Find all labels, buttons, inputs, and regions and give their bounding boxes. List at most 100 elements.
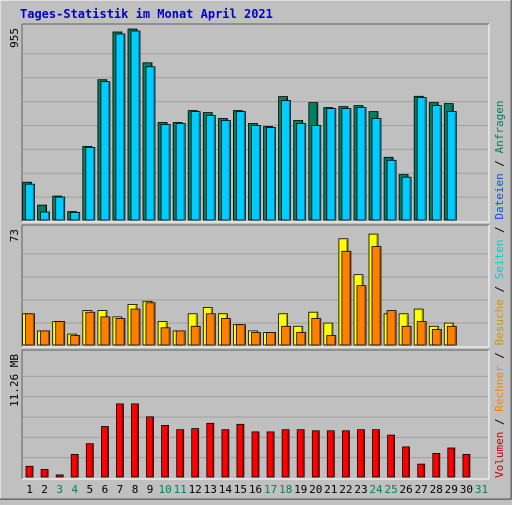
bar-volumen-day-12 bbox=[191, 428, 200, 478]
bar-volumen-day-6 bbox=[101, 426, 109, 478]
bar-dateien-day-13 bbox=[205, 115, 216, 221]
bar-volumen-day-15 bbox=[236, 423, 245, 478]
bar-volumen-day-26 bbox=[402, 446, 411, 478]
bar-volumen-day-18 bbox=[281, 429, 290, 478]
bar-volumen-day-7 bbox=[116, 403, 124, 478]
x-tick-label-6: 6 bbox=[102, 483, 109, 496]
bar-volumen-day-28 bbox=[432, 452, 441, 478]
bar-volumen-day-23 bbox=[357, 429, 365, 478]
panel-max-label: 955 bbox=[8, 28, 21, 48]
bar-dateien-day-25 bbox=[386, 159, 397, 221]
bar-besuche-day-27 bbox=[416, 321, 427, 346]
legend-separator: / bbox=[493, 412, 506, 432]
bar-dateien-day-27 bbox=[416, 97, 427, 221]
bar-volumen-day-27 bbox=[417, 463, 426, 478]
bar-besuche-day-28 bbox=[431, 328, 442, 346]
x-tick-label-26: 26 bbox=[399, 483, 412, 496]
bar-dateien-day-2 bbox=[40, 211, 50, 221]
bar-besuche-day-5 bbox=[85, 311, 96, 346]
x-tick-label-15: 15 bbox=[234, 483, 247, 496]
bar-volumen-day-9 bbox=[146, 416, 154, 478]
bar-besuche-day-23 bbox=[356, 285, 367, 346]
legend-item-volumen: Volumen bbox=[493, 432, 506, 478]
panel-max-label: 11.26 MB bbox=[8, 354, 21, 407]
bar-dateien-day-8 bbox=[130, 30, 141, 221]
bar-besuche-day-8 bbox=[130, 308, 141, 346]
bar-besuche-day-4 bbox=[70, 335, 81, 346]
x-tick-label-1: 1 bbox=[26, 483, 33, 496]
x-tick-label-11: 11 bbox=[174, 483, 187, 496]
x-tick-label-23: 23 bbox=[354, 483, 367, 496]
bar-volumen-day-24 bbox=[372, 429, 380, 478]
bar-besuche-day-18 bbox=[281, 325, 292, 346]
bar-dateien-day-19 bbox=[296, 123, 307, 221]
bar-dateien-day-1 bbox=[25, 183, 35, 221]
bar-besuche-day-29 bbox=[446, 325, 457, 346]
x-tick-label-5: 5 bbox=[86, 483, 93, 496]
bar-dateien-day-16 bbox=[251, 125, 261, 221]
bar-volumen-day-22 bbox=[341, 430, 350, 478]
bar-dateien-day-18 bbox=[281, 100, 292, 221]
x-tick-label-18: 18 bbox=[279, 483, 292, 496]
bar-volumen-day-1 bbox=[25, 465, 34, 478]
bar-besuche-day-16 bbox=[251, 332, 261, 346]
legend-item-seiten: Seiten bbox=[493, 240, 506, 280]
bar-volumen-day-21 bbox=[326, 430, 335, 478]
bar-besuche-day-21 bbox=[326, 335, 337, 346]
legend-separator: / bbox=[493, 220, 506, 240]
bar-besuche-day-15 bbox=[235, 324, 246, 346]
legend-item-dateien: Dateien bbox=[493, 173, 506, 219]
x-tick-label-13: 13 bbox=[204, 483, 217, 496]
bar-besuche-day-7 bbox=[115, 318, 126, 346]
bar-besuche-day-25 bbox=[386, 310, 397, 346]
x-tick-label-12: 12 bbox=[189, 483, 202, 496]
bar-volumen-day-14 bbox=[221, 429, 230, 478]
x-tick-label-27: 27 bbox=[415, 483, 428, 496]
x-tick-label-8: 8 bbox=[132, 483, 139, 496]
x-tick-label-25: 25 bbox=[384, 483, 397, 496]
panel-top: 955 bbox=[8, 23, 490, 223]
bar-volumen-day-2 bbox=[40, 469, 49, 478]
bar-dateien-day-22 bbox=[341, 108, 352, 221]
bar-volumen-day-4 bbox=[70, 453, 79, 478]
x-tick-label-9: 9 bbox=[147, 483, 154, 496]
bar-besuche-day-13 bbox=[205, 313, 216, 346]
bar-volumen-day-3 bbox=[55, 474, 64, 478]
bar-dateien-day-7 bbox=[115, 33, 126, 221]
x-tick-label-31: 31 bbox=[475, 483, 488, 496]
panel-middle: 73 bbox=[8, 224, 490, 348]
bar-besuche-day-12 bbox=[190, 325, 201, 346]
x-tick-label-29: 29 bbox=[445, 483, 458, 496]
panel-max-label: 73 bbox=[8, 229, 21, 242]
bar-volumen-day-19 bbox=[296, 429, 305, 478]
x-tick-label-2: 2 bbox=[41, 483, 48, 496]
bar-besuche-day-20 bbox=[311, 318, 322, 346]
x-axis-tick-labels: 1 2 3 4 5 6 7 8 9 10 11 12 13 14 15 16 17 18 19 20 21 22 23 24 2… bbox=[26, 483, 488, 496]
bar-volumen-day-5 bbox=[85, 443, 94, 478]
x-tick-label-28: 28 bbox=[430, 483, 443, 496]
x-tick-label-21: 21 bbox=[324, 483, 337, 496]
legend-item-besuche: Besuche bbox=[493, 299, 506, 345]
bar-dateien-day-26 bbox=[401, 176, 412, 221]
chart-title: Tages-Statistik im Monat April 2021 bbox=[20, 7, 273, 21]
x-tick-label-16: 16 bbox=[249, 483, 262, 496]
bar-volumen-day-11 bbox=[176, 429, 185, 478]
bar-dateien-day-6 bbox=[100, 81, 111, 221]
x-tick-label-17: 17 bbox=[264, 483, 277, 496]
bar-volumen-day-10 bbox=[161, 424, 170, 478]
bar-dateien-day-17 bbox=[266, 127, 277, 221]
bar-dateien-day-9 bbox=[145, 66, 156, 221]
panel-bottom: 11.26 MB bbox=[8, 349, 490, 480]
bar-besuche-day-22 bbox=[341, 250, 352, 346]
bar-volumen-day-20 bbox=[311, 430, 320, 478]
legend-separator: / bbox=[493, 346, 506, 366]
bar-volumen-day-13 bbox=[206, 422, 215, 478]
bar-dateien-day-12 bbox=[190, 111, 201, 221]
x-tick-label-4: 4 bbox=[71, 483, 78, 496]
bar-besuche-day-14 bbox=[220, 318, 231, 346]
bar-volumen-day-8 bbox=[131, 403, 139, 478]
bar-dateien-day-15 bbox=[235, 111, 246, 221]
bar-besuche-day-26 bbox=[401, 325, 412, 346]
